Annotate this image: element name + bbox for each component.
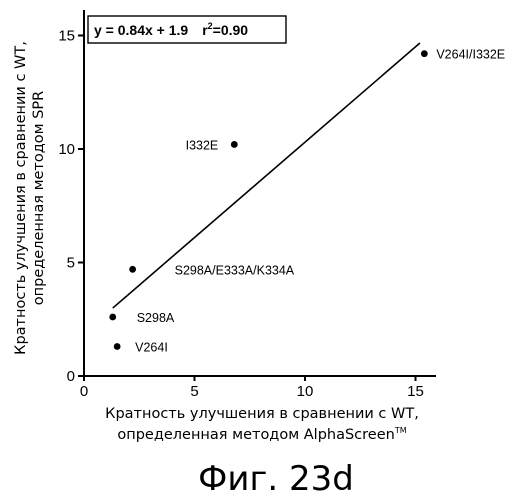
y-tick-label: 0: [67, 368, 75, 385]
data-point: [114, 343, 121, 350]
data-point-label: I332E: [186, 138, 219, 152]
data-point: [109, 314, 116, 321]
data-point: [129, 266, 136, 273]
y-tick-label: 15: [58, 28, 75, 45]
figure-caption: Фиг. 23d: [198, 459, 354, 499]
x-axis-label-line1: Кратность улучшения в сравнении с WT,: [105, 406, 419, 422]
equation-box: y = 0.84x + 1.9r2=0.90: [88, 16, 286, 43]
x-axis-ticks: 0 5 10 15: [80, 376, 424, 400]
y-axis-label-line2: определенная методом SPR: [31, 91, 47, 305]
data-point-label: V264I: [135, 340, 168, 354]
equation-text: y = 0.84x + 1.9r2=0.90: [94, 21, 248, 38]
data-point: [231, 141, 238, 148]
x-tick-label: 0: [80, 383, 88, 400]
y-axis-ticks: 0 5 10 15: [58, 28, 84, 386]
x-axis-label-tm: TM: [394, 426, 407, 435]
x-tick-label: 15: [407, 383, 424, 400]
equation-main: y = 0.84x + 1.9: [94, 22, 188, 38]
y-tick-label: 10: [58, 141, 75, 158]
data-points: V264I/I332E I332E S298A/E333A/K334A S298A V2…: [109, 48, 505, 355]
data-point: [421, 50, 428, 57]
x-axis-label-main: определенная методом AlphaScreen: [117, 427, 395, 443]
equation-val: =0.90: [213, 22, 249, 38]
y-tick-label: 5: [67, 255, 75, 272]
data-point-label: V264I/I332E: [436, 48, 505, 62]
y-axis-label-line1: Кратность улучшения в сравнении с WT,: [13, 41, 29, 355]
x-tick-label: 5: [190, 383, 198, 400]
data-point-label: S298A/E333A/K334A: [175, 263, 295, 277]
x-axis-label-line2: определенная методом AlphaScreenTM: [117, 426, 406, 443]
x-tick-label: 10: [297, 383, 314, 400]
data-point-label: S298A: [137, 311, 175, 325]
